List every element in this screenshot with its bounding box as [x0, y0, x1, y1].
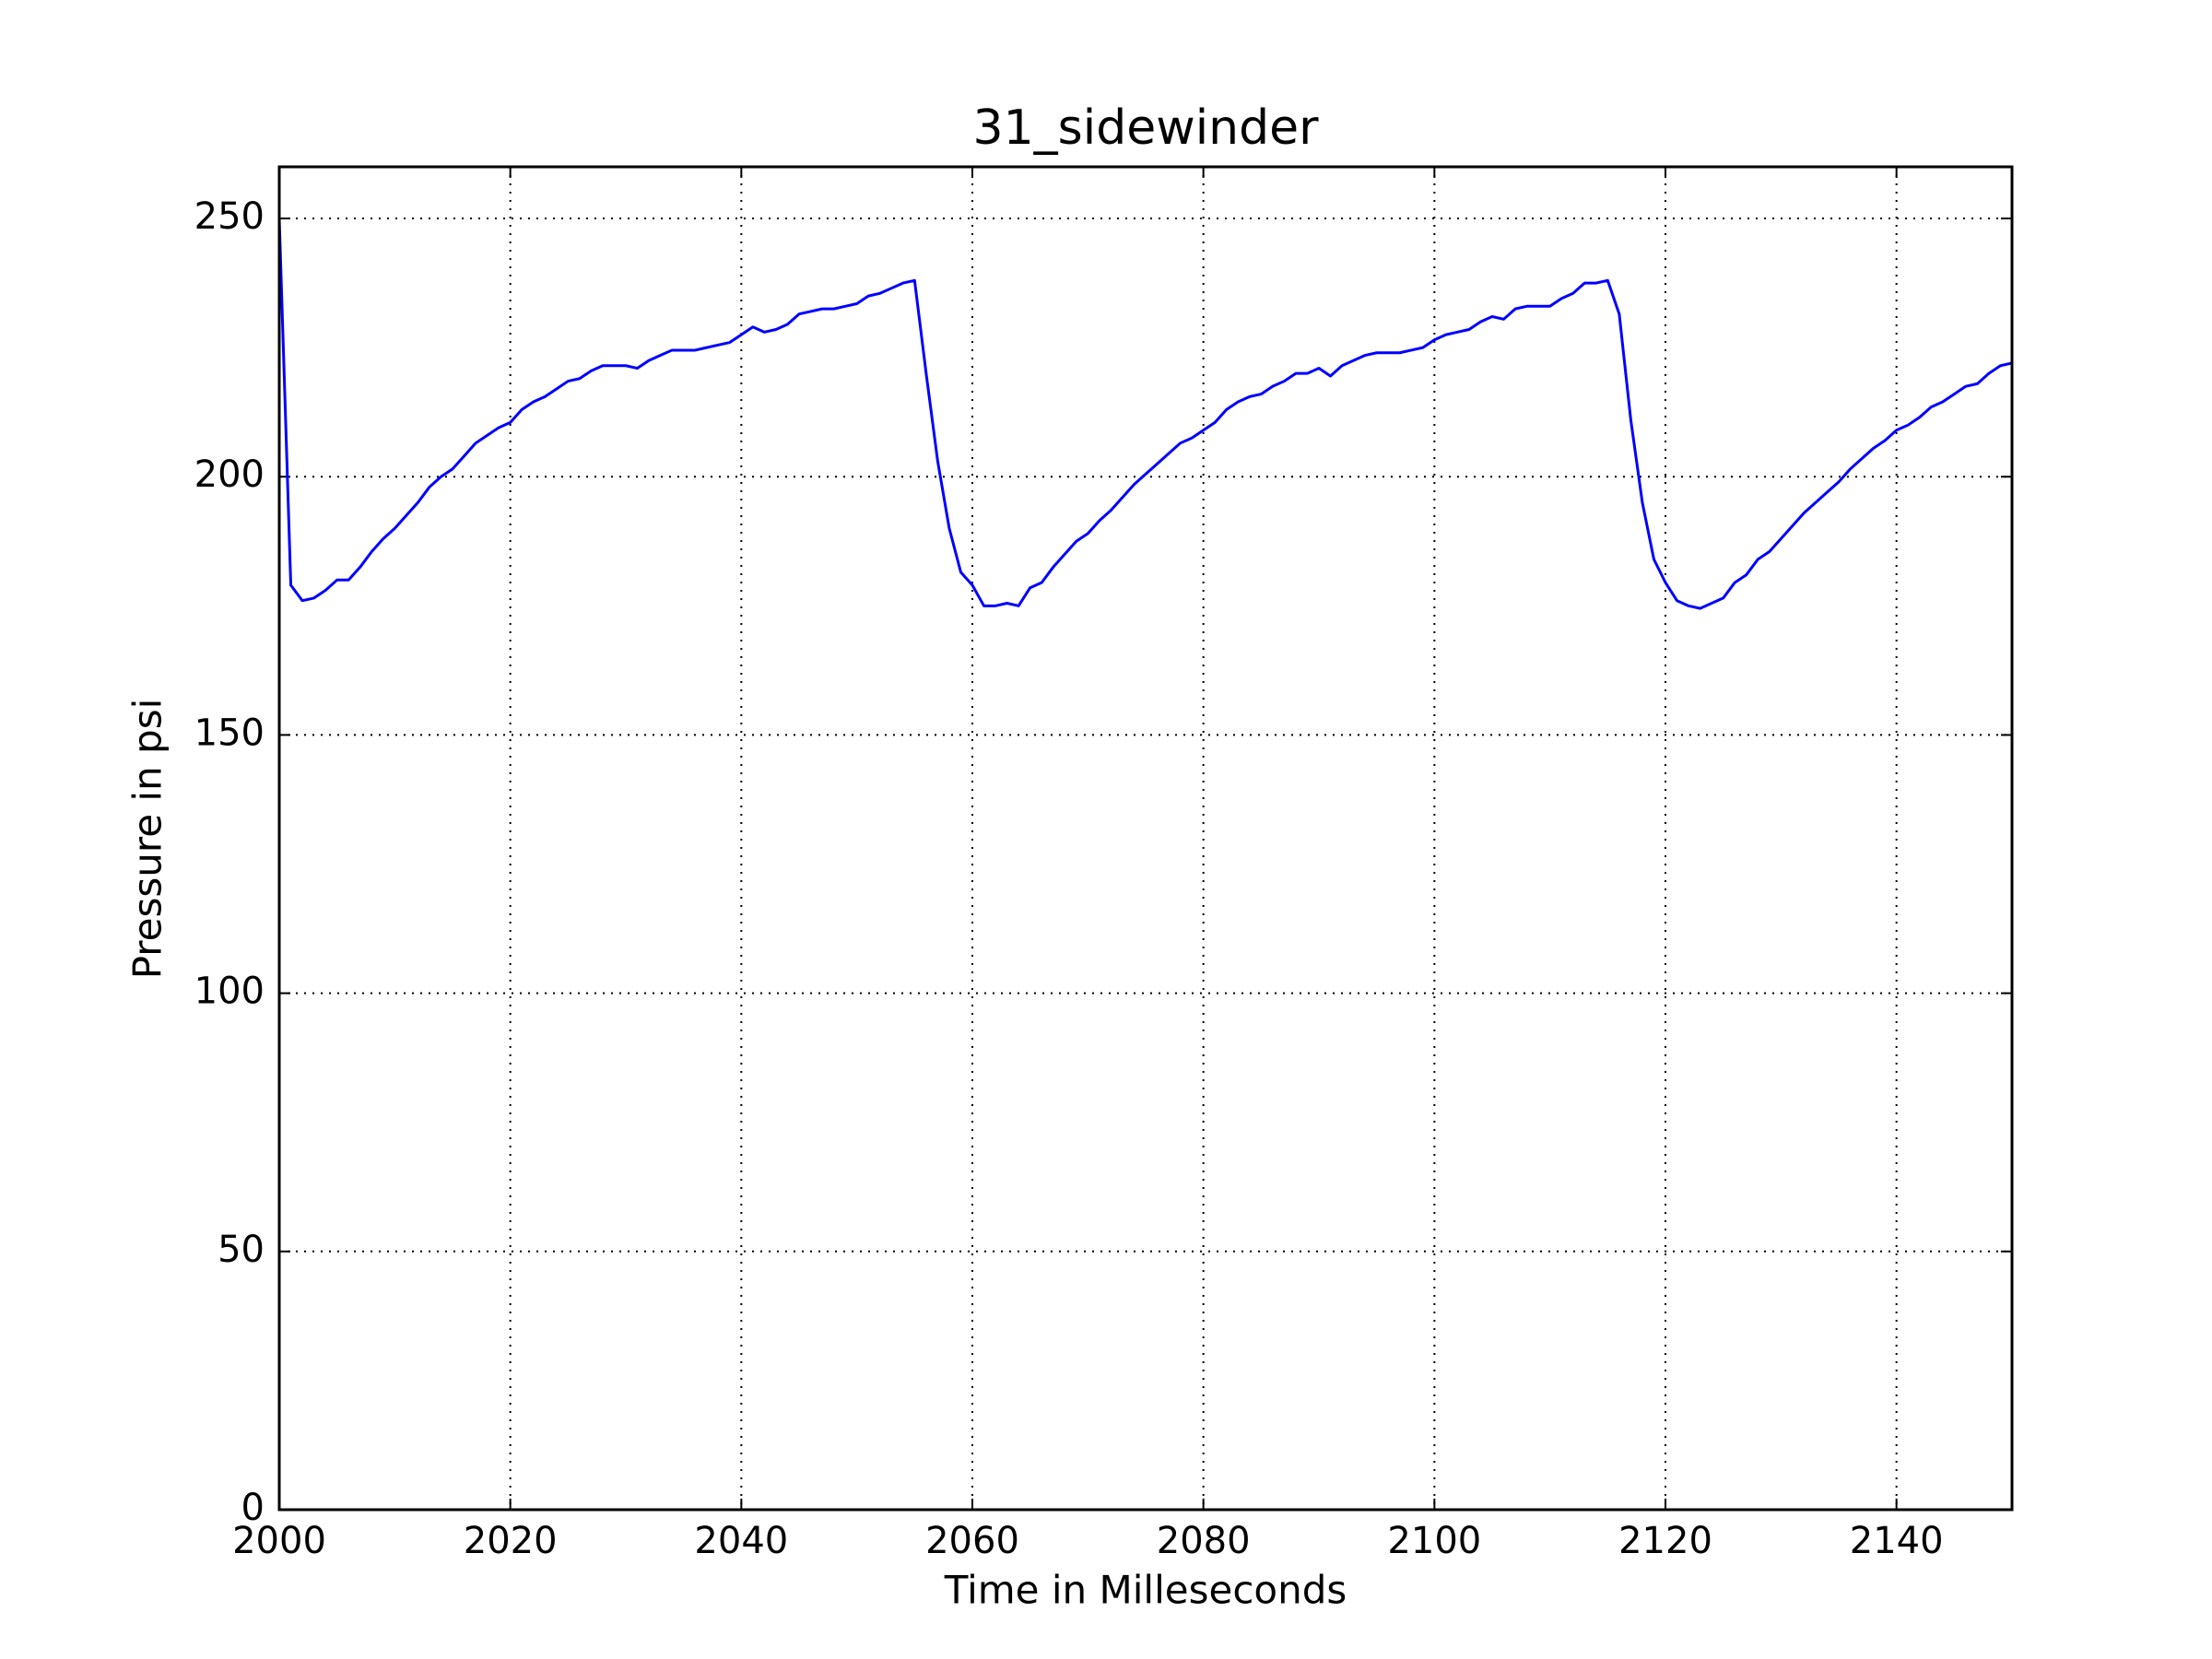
- data-line: [277, 218, 2013, 610]
- y-tick-label: 150: [194, 712, 265, 754]
- y-tick-label: 50: [218, 1229, 265, 1271]
- y-tick-label: 0: [241, 1487, 265, 1529]
- plot-frame: [277, 165, 2014, 1512]
- y-tick-label: 100: [194, 971, 265, 1013]
- x-tick-label: 2080: [1157, 1520, 1251, 1562]
- x-tick-label: 2020: [464, 1520, 558, 1562]
- y-axis-label: Pressure in psi: [125, 699, 171, 980]
- x-tick-label: 2040: [694, 1520, 788, 1562]
- x-axis-label: Time in Milleseconds: [944, 1568, 1347, 1613]
- x-tick-label: 2120: [1618, 1520, 1712, 1562]
- x-tick-label: 2100: [1387, 1520, 1481, 1562]
- chart-title: 31_sidewinder: [972, 100, 1319, 156]
- x-tick-label: 2140: [1850, 1520, 1944, 1562]
- x-tick-label: 2000: [232, 1520, 326, 1562]
- x-tick-label: 2060: [925, 1520, 1019, 1562]
- y-tick-label: 200: [194, 453, 265, 496]
- y-tick-label: 250: [194, 195, 265, 238]
